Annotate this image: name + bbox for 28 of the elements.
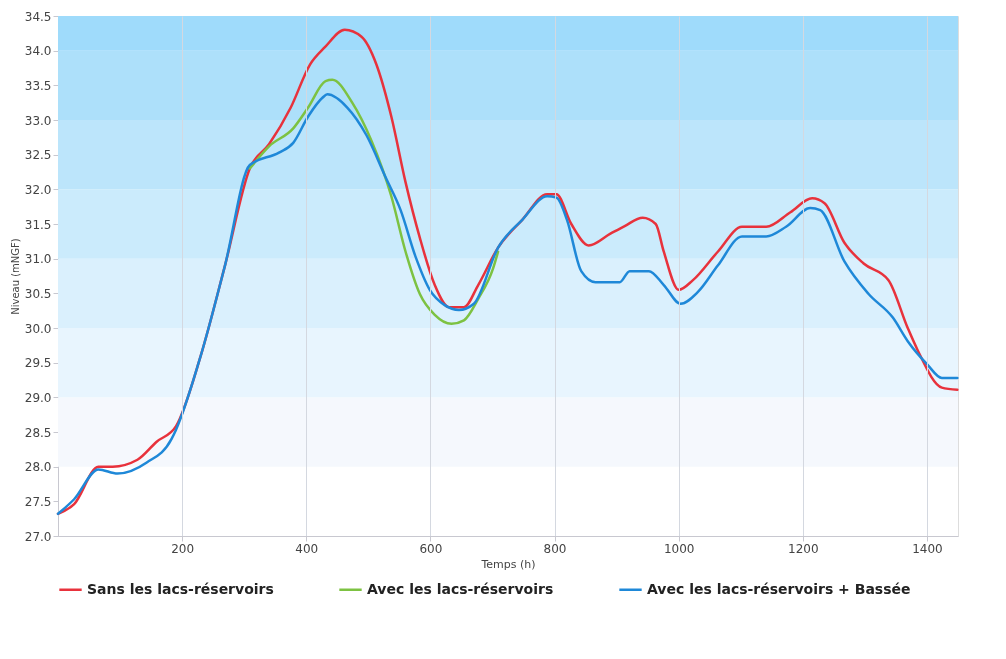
y-tick-label: 34.5 (24, 9, 52, 24)
x-tick-label: 1400 (912, 541, 943, 556)
y-tick-label: 32.5 (24, 148, 52, 163)
y-tick-label: 32.0 (24, 182, 52, 197)
y-tick-label: 29.5 (24, 356, 52, 371)
y-tick-label: 33.5 (24, 78, 52, 93)
y-tick-label: 27.5 (24, 494, 52, 509)
y-tick-label: 27.0 (24, 529, 52, 544)
y-tick-label: 30.5 (24, 286, 52, 301)
x-tick-label: 200 (171, 541, 195, 556)
y-axis-title: Niveau (mNGF) (9, 238, 21, 315)
x-axis-title: Temps (h) (480, 557, 536, 571)
x-tick-label: 600 (419, 541, 443, 556)
legend-label: Sans les lacs-réservoirs (87, 580, 274, 597)
x-tick-label: 400 (295, 541, 319, 556)
y-tick-label: 28.0 (24, 460, 52, 475)
y-tick-label: 28.5 (24, 425, 52, 440)
y-tick-label: 29.0 (24, 390, 52, 405)
y-tick-label: 30.0 (24, 321, 52, 336)
y-tick-label: 31.0 (24, 252, 52, 267)
x-tick-label: 800 (543, 541, 567, 556)
y-tick-label: 31.5 (24, 217, 52, 232)
y-tick-label: 34.0 (24, 44, 52, 59)
legend-label: Avec les lacs-réservoirs (367, 580, 554, 597)
legend-label: Avec les lacs-réservoirs + Bassée (647, 580, 911, 597)
x-tick-label: 1200 (788, 541, 819, 556)
x-tick-label: 1000 (663, 541, 695, 556)
y-tick-label: 33.0 (24, 113, 52, 128)
